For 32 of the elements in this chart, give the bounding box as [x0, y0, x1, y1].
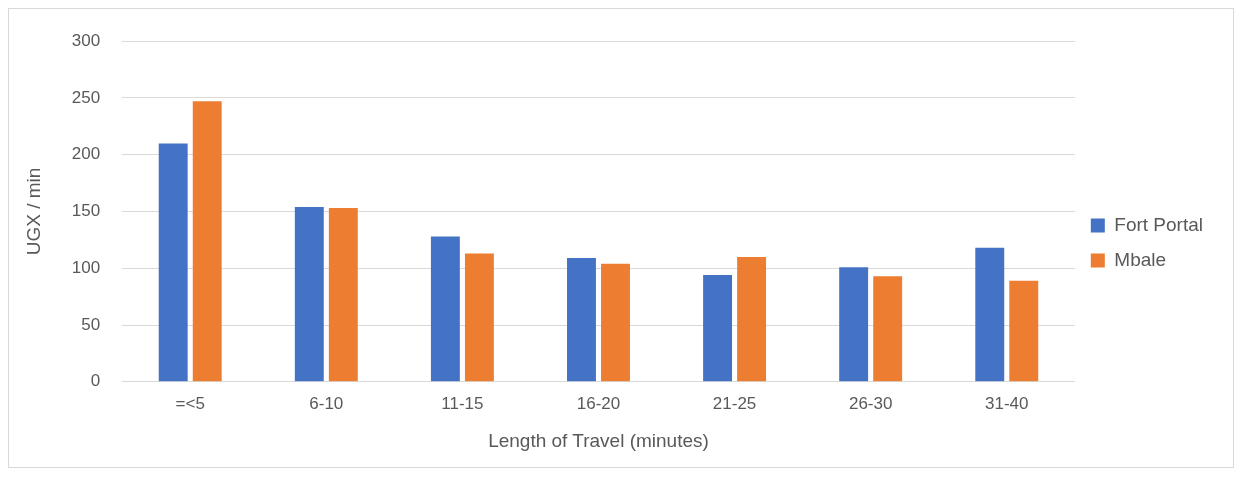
x-tick-label: 16-20	[576, 393, 621, 413]
y-axis-title: UGX / min	[22, 167, 44, 256]
bar	[192, 101, 222, 382]
y-tick-label: 0	[90, 371, 101, 391]
x-tick-label: 31-40	[985, 393, 1029, 413]
x-tick-label: 26-30	[848, 393, 893, 413]
bar	[328, 208, 358, 382]
y-tick-label: 200	[71, 144, 101, 164]
y-tick-label: 300	[71, 30, 101, 50]
legend-label: Fort Portal	[1114, 213, 1204, 235]
y-tick-label: 50	[81, 314, 101, 334]
bar	[737, 256, 767, 382]
bar	[158, 143, 188, 382]
x-tick-label: 11-15	[441, 393, 484, 413]
legend-label: Mbale	[1114, 248, 1167, 270]
bar	[601, 263, 630, 382]
x-tick-label: 6-10	[309, 393, 344, 413]
bar	[839, 267, 869, 382]
x-axis-title: Length of Travel (minutes)	[488, 429, 709, 451]
bar	[430, 236, 460, 382]
bar	[294, 206, 324, 382]
bar	[1009, 280, 1039, 382]
y-tick-label: 150	[71, 201, 101, 221]
x-tick-label: 21-25	[712, 393, 757, 413]
y-tick-label: 100	[71, 257, 101, 277]
bar	[567, 258, 596, 382]
x-tick-label: =<5	[175, 393, 205, 413]
bar	[703, 275, 733, 382]
y-tick-label: 250	[71, 87, 101, 107]
bar	[464, 253, 494, 382]
bar	[873, 276, 903, 382]
bar	[975, 247, 1005, 382]
